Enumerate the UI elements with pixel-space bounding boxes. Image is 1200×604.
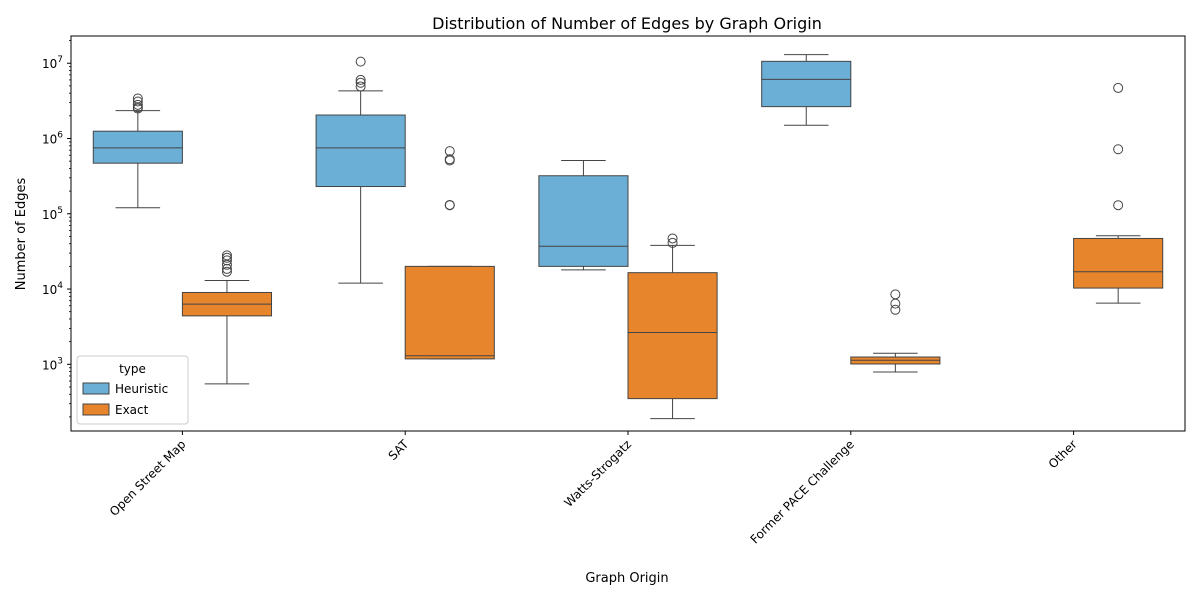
y-tick-label: 107	[42, 55, 63, 71]
outlier-point	[444, 146, 455, 157]
x-tick-label: Other	[1046, 437, 1080, 471]
outlier-point	[132, 96, 143, 107]
outlier-point	[221, 266, 232, 277]
y-tick-exponent: 4	[57, 281, 63, 291]
outlier-point	[1113, 82, 1124, 93]
chart-title: Distribution of Number of Edges by Graph…	[432, 14, 822, 33]
plot-area	[92, 54, 1164, 420]
outlier-point	[667, 237, 678, 248]
legend: type Heuristic Exact	[76, 355, 189, 425]
box-iqr	[92, 130, 183, 164]
y-tick-exponent: 3	[57, 356, 63, 366]
box-iqr	[404, 265, 495, 360]
x-tick-label: Open Street Map	[107, 437, 189, 519]
outlier-point	[355, 81, 366, 92]
box-iqr	[761, 60, 852, 108]
outlier-point	[221, 255, 232, 266]
box-group	[92, 93, 183, 209]
legend-swatch	[82, 403, 110, 416]
y-axis-label: Number of Edges	[14, 178, 29, 291]
box-group	[850, 289, 941, 373]
x-tick-label: Watts-Strogatz	[561, 437, 634, 510]
box-iqr	[1073, 237, 1164, 289]
y-tick-exponent: 7	[57, 55, 63, 65]
box-group	[315, 56, 406, 284]
outlier-point	[1113, 200, 1124, 211]
outlier-point	[890, 289, 901, 300]
outlier-point	[667, 233, 678, 244]
box-iqr	[538, 175, 629, 267]
outlier-point	[221, 252, 232, 263]
outlier-point	[890, 298, 901, 309]
legend-entry-label: Exact	[115, 403, 149, 417]
y-tick-exponent: 6	[57, 130, 63, 140]
box-group	[761, 54, 852, 126]
outlier-point	[444, 154, 455, 165]
box-group	[538, 160, 629, 271]
x-tick-label: Former PACE Challenge	[748, 437, 857, 546]
x-tick-label: SAT	[386, 437, 412, 463]
box-group	[181, 250, 273, 385]
outlier-point	[355, 77, 366, 88]
legend-swatch	[82, 382, 110, 395]
outlier-point	[355, 56, 366, 67]
legend-title: type	[119, 362, 146, 376]
y-tick-label: 103	[42, 356, 63, 372]
outlier-point	[221, 250, 232, 261]
outlier-point	[132, 99, 143, 110]
outlier-point	[132, 93, 143, 104]
y-tick-label: 104	[42, 281, 63, 297]
y-tick-exponent: 5	[57, 206, 63, 216]
y-tick-label: 106	[42, 130, 63, 146]
outlier-point	[1113, 144, 1124, 155]
box-group	[404, 146, 495, 360]
box-iqr	[627, 272, 718, 400]
outlier-point	[355, 74, 366, 85]
outlier-point	[444, 199, 455, 210]
box-group	[1073, 82, 1164, 304]
x-axis-label: Graph Origin	[585, 571, 668, 586]
outlier-point	[890, 304, 901, 315]
box-iqr	[315, 114, 406, 188]
legend-entry-label: Heuristic	[115, 382, 168, 396]
box-group	[627, 233, 718, 420]
y-tick-label: 105	[42, 206, 63, 222]
